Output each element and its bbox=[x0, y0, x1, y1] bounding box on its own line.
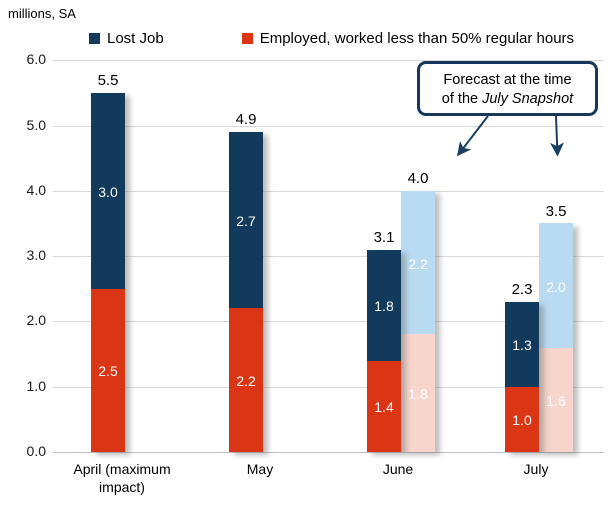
bar-total-label: 5.5 bbox=[97, 71, 119, 89]
segment-employed bbox=[91, 288, 125, 452]
bar-total-label: 4.0 bbox=[407, 169, 429, 187]
gridline bbox=[53, 256, 604, 258]
legend: Lost Job Employed, worked less than 50% … bbox=[89, 30, 574, 47]
legend-swatch-lost-job bbox=[89, 33, 100, 44]
y-tick-label: 6.0 bbox=[26, 51, 46, 68]
segment-value-label: 1.3 bbox=[512, 337, 532, 354]
y-tick-label: 5.0 bbox=[26, 116, 46, 133]
segment-value-label: 1.6 bbox=[546, 392, 566, 409]
segment-value-label: 3.0 bbox=[98, 183, 118, 200]
legend-item-employed: Employed, worked less than 50% regular h… bbox=[241, 30, 575, 47]
segment-value-label: 1.8 bbox=[374, 298, 394, 315]
bar-total-label: 3.5 bbox=[545, 202, 567, 220]
segment-lost-job bbox=[91, 92, 125, 289]
segment-value-label: 1.8 bbox=[408, 386, 428, 403]
y-tick-label: 1.0 bbox=[26, 377, 46, 394]
forecast-callout: Forecast at the time of the July Snapsho… bbox=[417, 61, 598, 116]
arrow-to-july-forecast bbox=[550, 115, 565, 157]
gridline bbox=[53, 321, 604, 323]
segment-value-label: 1.0 bbox=[512, 412, 532, 429]
bar-may: 2.2 2.7 bbox=[229, 132, 263, 452]
segment-value-label: 2.5 bbox=[98, 363, 118, 380]
bar-total-label: 4.9 bbox=[235, 111, 257, 128]
bar-total-label: 2.3 bbox=[511, 280, 533, 298]
legend-swatch-employed bbox=[241, 33, 253, 44]
bar-july-forecast: 1.6 2.0 bbox=[539, 223, 573, 452]
segment-lost-job bbox=[505, 301, 539, 387]
y-tick-label: 0.0 bbox=[26, 443, 46, 459]
segment-lost-job-forecast bbox=[401, 190, 435, 335]
legend-label-lost-job: Lost Job bbox=[107, 30, 164, 47]
bar-june: 1.4 1.8 bbox=[367, 249, 401, 452]
legend-label-employed: Employed, worked less than 50% regular h… bbox=[259, 30, 575, 47]
segment-lost-job bbox=[229, 132, 263, 309]
gridline bbox=[53, 190, 604, 192]
bar-june-forecast: 1.8 2.2 bbox=[401, 190, 435, 452]
segment-employed bbox=[505, 386, 539, 452]
segment-employed-forecast bbox=[539, 347, 573, 452]
chart-title: millions, SA bbox=[8, 6, 76, 21]
gridline bbox=[53, 60, 604, 62]
segment-value-label: 2.0 bbox=[546, 278, 566, 295]
segment-value-label: 1.4 bbox=[374, 399, 394, 416]
bar-total-label: 3.1 bbox=[373, 228, 395, 246]
gridline bbox=[53, 452, 604, 453]
segment-value-label: 2.7 bbox=[236, 213, 256, 230]
gridline bbox=[53, 386, 604, 388]
callout-line2-italic: July Snapshot bbox=[482, 91, 574, 107]
segment-lost-job-forecast bbox=[539, 223, 573, 348]
legend-item-lost-job: Lost Job bbox=[89, 30, 164, 47]
segment-value-label: 2.2 bbox=[236, 373, 256, 390]
callout-line1: Forecast at the time bbox=[443, 72, 572, 88]
segment-lost-job bbox=[367, 249, 401, 361]
segment-employed-forecast bbox=[401, 334, 435, 452]
gridline bbox=[53, 125, 604, 127]
bar-april: 2.5 3.0 bbox=[91, 92, 125, 452]
x-axis-label-july: July bbox=[523, 461, 549, 477]
y-tick-label: 4.0 bbox=[26, 181, 46, 198]
y-tick-label: 2.0 bbox=[26, 312, 46, 329]
x-axis-label-may: May bbox=[246, 461, 274, 477]
arrow-to-june-forecast bbox=[457, 115, 489, 157]
callout-line2-prefix: of the bbox=[441, 91, 483, 107]
x-axis-label-june: June bbox=[382, 461, 414, 477]
x-axis-label-april: April (maximum impact) bbox=[73, 461, 171, 496]
segment-value-label: 2.2 bbox=[408, 255, 428, 272]
segment-employed bbox=[367, 360, 401, 452]
segment-employed bbox=[229, 308, 263, 452]
y-tick-label: 3.0 bbox=[26, 247, 46, 264]
bar-july: 1.0 1.3 bbox=[505, 301, 539, 452]
